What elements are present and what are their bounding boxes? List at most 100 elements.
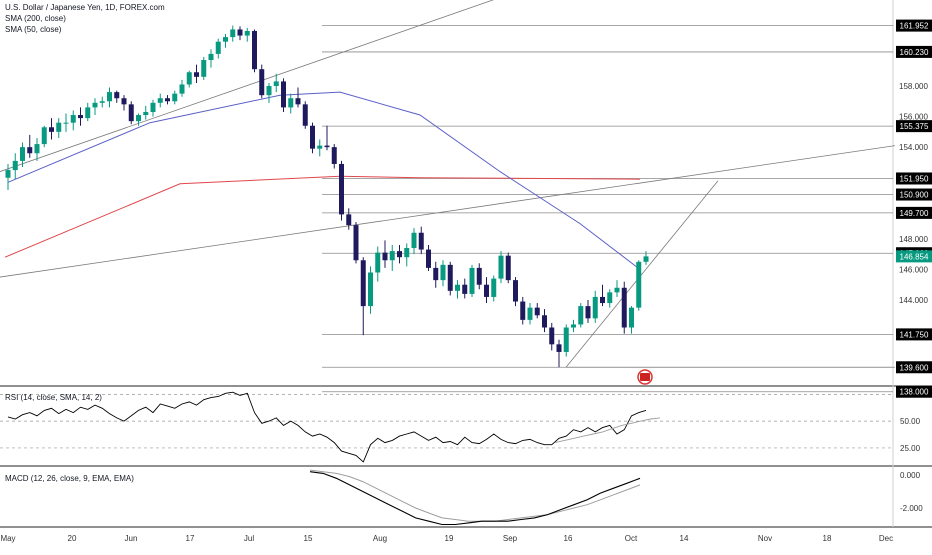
candle-body[interactable] — [194, 72, 199, 77]
candle-body[interactable] — [63, 122, 69, 124]
candle-body[interactable] — [128, 104, 134, 122]
candle-body[interactable] — [317, 145, 323, 149]
candle-body[interactable] — [491, 278, 497, 297]
candle-body[interactable] — [368, 272, 373, 307]
candle-body[interactable] — [34, 144, 40, 154]
candle-body[interactable] — [165, 98, 170, 102]
candle-body[interactable] — [534, 307, 540, 316]
candle-body[interactable] — [469, 267, 475, 294]
candle-body[interactable] — [78, 115, 83, 119]
candle-body[interactable] — [244, 30, 250, 36]
candle-body[interactable] — [382, 252, 388, 261]
candle-body[interactable] — [433, 267, 439, 281]
candle-body[interactable] — [41, 127, 47, 145]
candle-body[interactable] — [208, 53, 214, 61]
candle-body[interactable] — [353, 225, 359, 261]
candle-body[interactable] — [447, 264, 453, 291]
candle-body[interactable] — [259, 69, 265, 96]
candle-body[interactable] — [266, 86, 272, 96]
candle-body[interactable] — [179, 84, 185, 94]
candle-body[interactable] — [157, 98, 163, 103]
candle-body[interactable] — [440, 264, 446, 281]
candle-body[interactable] — [607, 292, 613, 304]
candle-body[interactable] — [281, 81, 286, 108]
candle-body[interactable] — [643, 256, 649, 262]
candle-body[interactable] — [252, 30, 257, 70]
level-label-text: 141.750 — [900, 330, 929, 339]
candle-body[interactable] — [426, 249, 431, 268]
candle-body[interactable] — [498, 255, 504, 279]
candle-body[interactable] — [563, 327, 569, 352]
candle-body[interactable] — [484, 284, 489, 297]
candle-body[interactable] — [520, 301, 526, 320]
candle-body[interactable] — [107, 92, 112, 102]
candle-body[interactable] — [505, 255, 511, 281]
candle-body[interactable] — [302, 104, 308, 126]
candle-body[interactable] — [339, 163, 344, 215]
candle-body[interactable] — [411, 232, 417, 249]
candle-body[interactable] — [186, 72, 192, 85]
lower-trendline[interactable] — [0, 145, 896, 278]
candle-body[interactable] — [20, 147, 25, 161]
candle-body[interactable] — [99, 101, 105, 103]
candle-body[interactable] — [136, 115, 141, 122]
candle-body[interactable] — [592, 296, 598, 319]
candle-body[interactable] — [621, 287, 627, 328]
candle-body[interactable] — [331, 147, 337, 164]
candle-body[interactable] — [346, 214, 352, 226]
upper-trendline[interactable] — [0, 0, 575, 172]
candle-body[interactable] — [114, 92, 120, 99]
candle-body[interactable] — [56, 122, 62, 132]
candle-body[interactable] — [273, 81, 279, 86]
candle-body[interactable] — [513, 280, 518, 302]
level-label-box — [896, 206, 932, 219]
candle-body[interactable] — [542, 315, 547, 328]
time-tick-label: Sep — [503, 534, 518, 543]
candle-body[interactable] — [397, 251, 402, 258]
candle-body[interactable] — [600, 296, 605, 304]
candle-body[interactable] — [455, 284, 460, 291]
candle-body[interactable] — [614, 287, 620, 293]
rsi-legend-text: RSI (14, close, SMA, 14, 2) — [5, 393, 102, 402]
candle-body[interactable] — [556, 344, 562, 352]
candle-body[interactable] — [215, 41, 221, 54]
candle-body[interactable] — [571, 324, 576, 328]
candle-body[interactable] — [389, 251, 395, 261]
candle-body[interactable] — [143, 111, 149, 116]
candle-body[interactable] — [150, 102, 156, 112]
candle-body[interactable] — [49, 127, 54, 132]
candle-body[interactable] — [288, 98, 294, 108]
candle-body[interactable] — [92, 102, 98, 108]
rsi-signal-line — [554, 417, 661, 444]
candle-body[interactable] — [223, 37, 228, 42]
candle-body[interactable] — [27, 147, 33, 154]
candle-body[interactable] — [237, 29, 243, 36]
candle-body[interactable] — [5, 170, 11, 178]
candle-body[interactable] — [310, 125, 315, 149]
support-trendline[interactable] — [565, 180, 719, 368]
candle-body[interactable] — [70, 115, 76, 123]
candle-body[interactable] — [549, 327, 555, 345]
candle-body[interactable] — [172, 93, 178, 102]
candle-body[interactable] — [121, 98, 127, 105]
candle-body[interactable] — [295, 98, 301, 105]
candle-body[interactable] — [404, 248, 410, 258]
candle-body[interactable] — [629, 307, 634, 328]
candle-body[interactable] — [418, 232, 424, 250]
candle-body[interactable] — [201, 60, 207, 77]
candle-body[interactable] — [462, 284, 468, 294]
candle-body[interactable] — [636, 261, 642, 308]
level-label-box — [896, 385, 932, 398]
candle-body[interactable] — [585, 306, 591, 319]
candle-body[interactable] — [324, 145, 330, 148]
candle-body[interactable] — [360, 260, 366, 307]
candle-body[interactable] — [527, 307, 533, 320]
candle-body[interactable] — [230, 29, 236, 38]
time-tick-label: May — [0, 534, 15, 543]
candle-body[interactable] — [578, 306, 584, 325]
candle-body[interactable] — [476, 267, 482, 285]
candle-body[interactable] — [12, 160, 18, 171]
candle-body[interactable] — [85, 107, 91, 119]
candle-body[interactable] — [375, 252, 381, 273]
